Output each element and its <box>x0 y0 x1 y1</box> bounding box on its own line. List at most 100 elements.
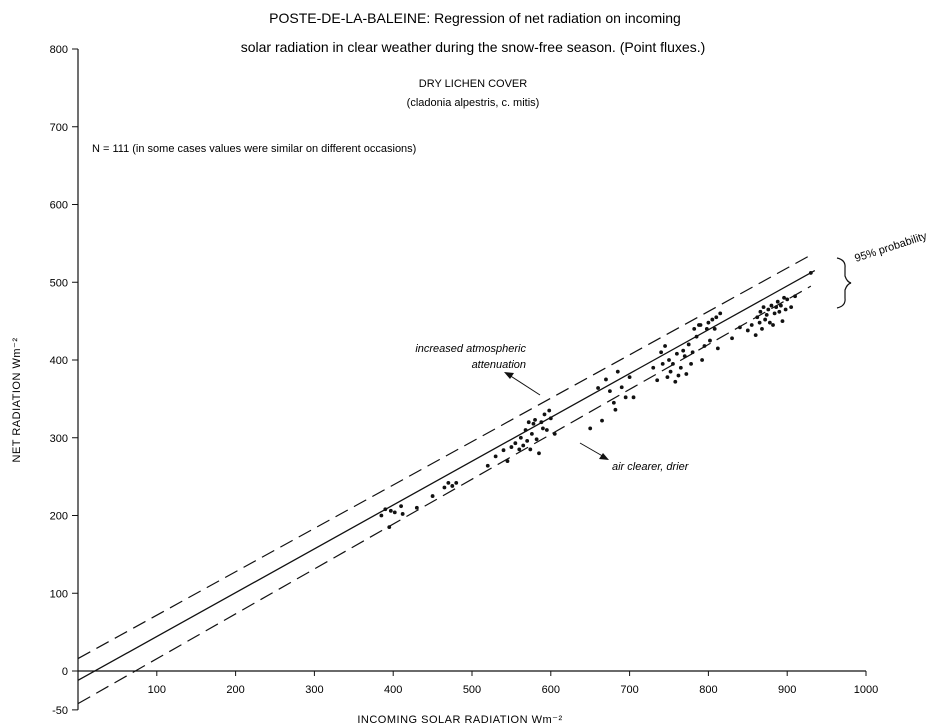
chart-subtitle: DRY LICHEN COVER <box>419 78 527 90</box>
x-tick-label: 600 <box>542 684 560 696</box>
annotation-arrowhead-down <box>599 453 609 460</box>
data-point <box>623 395 628 400</box>
y-tick-label: 500 <box>50 277 68 289</box>
data-point <box>379 513 384 518</box>
data-point <box>681 348 686 353</box>
data-point <box>631 395 636 400</box>
data-point <box>544 428 549 432</box>
data-point <box>400 512 405 516</box>
data-point <box>611 400 616 405</box>
data-point <box>552 431 557 436</box>
data-point <box>764 313 769 317</box>
x-tick-label: 1000 <box>854 684 878 696</box>
x-tick-label: 100 <box>148 684 166 696</box>
regression-line <box>77 270 816 681</box>
y-tick-label: 100 <box>50 588 68 600</box>
data-point <box>529 431 534 436</box>
data-point <box>667 358 671 362</box>
y-tick-label: 0 <box>62 666 68 678</box>
data-point <box>493 454 498 459</box>
data-point <box>715 346 720 351</box>
data-point <box>714 315 719 320</box>
data-point <box>517 447 522 452</box>
chart-title-line2: solar radiation in clear weather during … <box>241 39 706 55</box>
x-tick-label: 900 <box>778 684 796 696</box>
data-point <box>663 344 667 348</box>
data-point <box>674 351 679 356</box>
data-point <box>698 323 703 327</box>
data-point <box>521 443 526 448</box>
data-point <box>777 309 782 314</box>
data-point <box>761 305 766 310</box>
data-point <box>588 426 593 431</box>
data-point <box>757 320 762 325</box>
data-point <box>526 420 531 425</box>
data-point <box>712 327 717 331</box>
data-point <box>702 344 707 348</box>
data-point <box>763 317 768 322</box>
x-tick-label: 200 <box>226 684 244 696</box>
data-point <box>548 416 553 421</box>
chart-title: POSTE-DE-LA-BALEINE: Regression of net r… <box>269 10 681 26</box>
data-point <box>414 505 419 510</box>
chart-subtitle-species: (cladonia alpestris, c. mitis) <box>407 97 540 109</box>
data-point <box>775 299 780 304</box>
data-point <box>613 407 618 412</box>
data-point <box>608 389 612 393</box>
data-point <box>446 480 451 485</box>
data-point <box>700 358 704 362</box>
data-point <box>706 320 711 325</box>
data-point <box>785 297 790 302</box>
y-tick-label: 700 <box>50 122 68 134</box>
data-point <box>778 303 783 308</box>
data-point <box>659 350 664 355</box>
data-point <box>718 311 723 316</box>
y-axis-label: NET RADIATION Wm⁻² <box>11 337 23 462</box>
data-point <box>682 354 687 359</box>
data-point <box>730 336 734 341</box>
data-point <box>430 494 435 498</box>
data-point <box>600 418 604 423</box>
data-point <box>615 369 620 374</box>
y-tick-label: 400 <box>50 355 68 367</box>
annotation-arrowhead-up <box>504 372 514 379</box>
data-point <box>704 327 709 331</box>
data-point <box>767 320 772 325</box>
data-point <box>660 361 665 366</box>
data-point <box>485 463 490 468</box>
data-point <box>541 426 545 431</box>
data-point <box>689 361 693 366</box>
data-point <box>668 369 673 374</box>
data-point <box>539 420 544 425</box>
data-point <box>782 295 786 300</box>
y-tick-label: 300 <box>50 433 68 445</box>
data-point <box>596 386 600 390</box>
data-point <box>780 319 785 324</box>
data-point <box>753 333 758 338</box>
x-tick-label: 500 <box>463 684 481 696</box>
data-point <box>627 375 632 380</box>
data-point <box>766 307 771 312</box>
data-point <box>755 315 760 320</box>
upper-confidence-line <box>77 254 812 660</box>
data-point <box>513 441 518 446</box>
annotation-clearer: air clearer, drier <box>612 461 690 473</box>
data-point <box>450 484 455 488</box>
annotation-attenuation: increased atmospheric <box>415 343 526 355</box>
y-tick-label: 800 <box>50 44 68 56</box>
data-point <box>651 365 656 370</box>
lower-confidence-line <box>77 285 812 705</box>
data-point <box>684 372 689 376</box>
data-point <box>676 373 681 378</box>
data-point <box>678 365 683 370</box>
data-point <box>528 447 533 452</box>
x-axis-label: INCOMING SOLAR RADIATION Wm⁻² <box>357 714 562 726</box>
data-point <box>769 303 774 308</box>
probability-brace <box>836 257 852 309</box>
data-point <box>738 325 742 330</box>
data-point <box>399 504 403 509</box>
data-point <box>501 448 506 453</box>
data-point <box>392 510 397 515</box>
data-point <box>619 385 624 390</box>
data-point <box>387 525 392 530</box>
